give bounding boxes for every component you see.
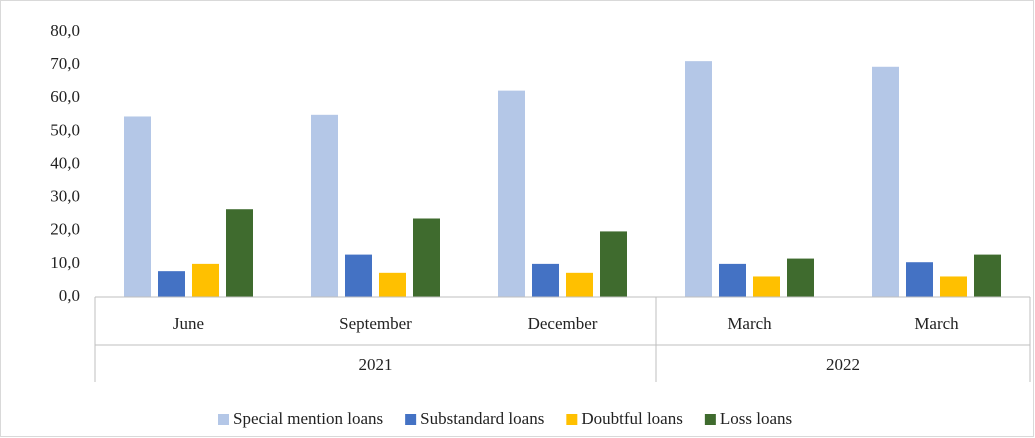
legend-swatch [704, 414, 716, 425]
y-tick-label: 70,0 [50, 54, 80, 73]
bar [311, 114, 338, 297]
bar [906, 262, 933, 297]
x-tick-label: March [727, 314, 772, 333]
y-tick-label: 50,0 [50, 120, 80, 139]
bar [685, 61, 712, 298]
x-tick-label: December [528, 314, 598, 333]
y-tick-label: 40,0 [50, 153, 80, 172]
bar [124, 116, 151, 297]
legend-swatch [218, 414, 229, 425]
legend-swatch [566, 414, 578, 425]
legend-label: Special mention loans [233, 409, 383, 428]
bar [158, 271, 185, 297]
y-tick-label: 20,0 [50, 220, 80, 239]
bar [600, 231, 627, 297]
y-tick-label: 10,0 [50, 253, 80, 272]
bar [974, 254, 1001, 297]
bar [719, 263, 746, 297]
legend-swatch [405, 414, 417, 425]
bar [379, 272, 406, 297]
legend-label: Loss loans [720, 409, 792, 428]
group-label: 2021 [359, 355, 393, 374]
y-tick-label: 0,0 [59, 286, 80, 305]
legend-label: Doubtful loans [581, 409, 683, 428]
group-label: 2022 [826, 355, 860, 374]
x-tick-label: June [173, 314, 204, 333]
bar [413, 218, 440, 297]
bar [566, 272, 593, 297]
bar [226, 209, 253, 297]
bar [498, 90, 525, 297]
bar [753, 276, 780, 297]
bar [872, 66, 899, 297]
bar [787, 258, 814, 297]
legend-label: Substandard loans [420, 409, 544, 428]
x-tick-label: March [914, 314, 959, 333]
bar [345, 254, 372, 297]
y-tick-label: 60,0 [50, 87, 80, 106]
bar [192, 263, 219, 297]
y-tick-label: 30,0 [50, 187, 80, 206]
x-tick-label: September [339, 314, 412, 333]
bar [532, 263, 559, 297]
bar [940, 276, 967, 297]
y-tick-label: 80,0 [50, 21, 80, 40]
